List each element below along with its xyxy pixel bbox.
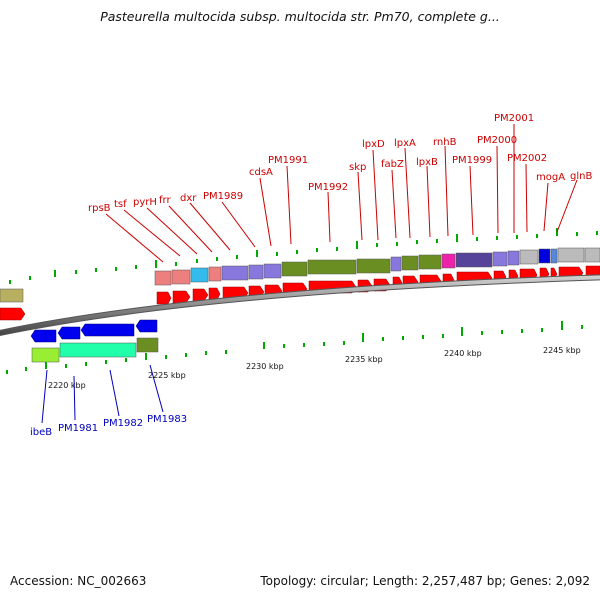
gene-label-ibeB: ibeB [30, 427, 52, 438]
gene-label-PM1991: PM1991 [268, 155, 308, 166]
gene-label-PM1989: PM1989 [203, 191, 243, 202]
gene-label-frr: frr [159, 195, 171, 206]
gene-label-fabZ: fabZ [381, 159, 404, 170]
gene-label-mogA: mogA [536, 172, 565, 183]
gene-label-PM1983: PM1983 [147, 414, 187, 425]
scale-label: 2235 kbp [345, 355, 383, 364]
upper-callouts [105, 124, 578, 263]
scale-label: 2240 kbp [444, 349, 482, 358]
gene-label-lpxB: lpxB [416, 157, 438, 168]
gene-label-PM1992: PM1992 [308, 182, 348, 193]
gene-label-PM2002: PM2002 [507, 153, 547, 164]
gene-label-PM2001: PM2001 [494, 113, 534, 124]
reverse-cds-track [30, 319, 158, 343]
genome-summary-text: Topology: circular; Length: 2,257,487 bp… [260, 574, 590, 588]
gene-label-rpsB: rpsB [88, 203, 111, 214]
lower-feature-band [31, 337, 159, 363]
gene-label-rnhB: rnhB [433, 137, 457, 148]
accession-text: Accession: NC_002663 [10, 574, 147, 588]
gene-label-tsf: tsf [114, 199, 127, 210]
gene-label-PM1999: PM1999 [452, 155, 492, 166]
gene-label-lpxA: lpxA [394, 138, 416, 149]
scale-label: 2245 kbp [543, 346, 581, 355]
upper-tick-row [9, 228, 598, 284]
gene-label-skp: skp [349, 162, 366, 173]
scale-label: 2230 kbp [246, 362, 284, 371]
lower-tick-row [6, 321, 583, 374]
gene-label-dxr: dxr [180, 193, 197, 204]
map-title: Pasteurella multocida subsp. multocida s… [100, 9, 500, 24]
scale-label: 2220 kbp [48, 381, 86, 390]
gene-label-PM2000: PM2000 [477, 135, 517, 146]
lower-callouts [41, 364, 164, 424]
gene-label-PM1981: PM1981 [58, 423, 98, 434]
gene-label-lpxD: lpxD [362, 139, 385, 150]
gene-label-pyrH: pyrH [133, 197, 157, 208]
gene-label-glnB: glnB [570, 171, 592, 182]
gene-label-PM1982: PM1982 [103, 418, 143, 429]
forward-cds-track [0, 265, 600, 321]
scale-label: 2225 kbp [148, 371, 186, 380]
gene-label-cdsA: cdsA [249, 167, 273, 178]
upper-feature-band [0, 247, 600, 303]
